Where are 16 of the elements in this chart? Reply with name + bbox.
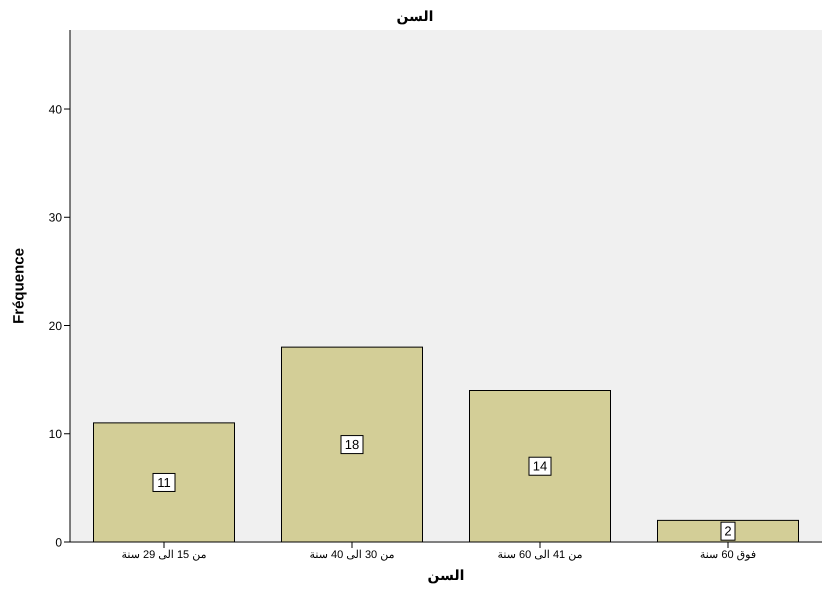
y-tick-label: 30 <box>48 210 62 225</box>
y-tick-label: 10 <box>48 427 62 442</box>
chart-title: السن <box>396 8 434 25</box>
x-tick-label: من 15 الى 29 سنة <box>121 548 207 561</box>
data-label: 2 <box>724 524 732 539</box>
y-axis-title: Fréquence <box>10 248 28 324</box>
x-tick-label: من 30 الى 40 سنة <box>309 548 395 561</box>
x-tick-label: من 41 الى 60 سنة <box>497 548 583 561</box>
y-tick-label: 0 <box>55 535 62 550</box>
x-tick-label: فوق 60 سنة <box>700 548 756 561</box>
data-label: 18 <box>344 437 360 452</box>
x-axis-title: السن <box>428 567 464 584</box>
y-tick-label: 40 <box>48 102 62 116</box>
data-label: 14 <box>532 458 548 474</box>
data-label: 11 <box>157 474 171 490</box>
y-tick-label: 20 <box>48 318 62 333</box>
